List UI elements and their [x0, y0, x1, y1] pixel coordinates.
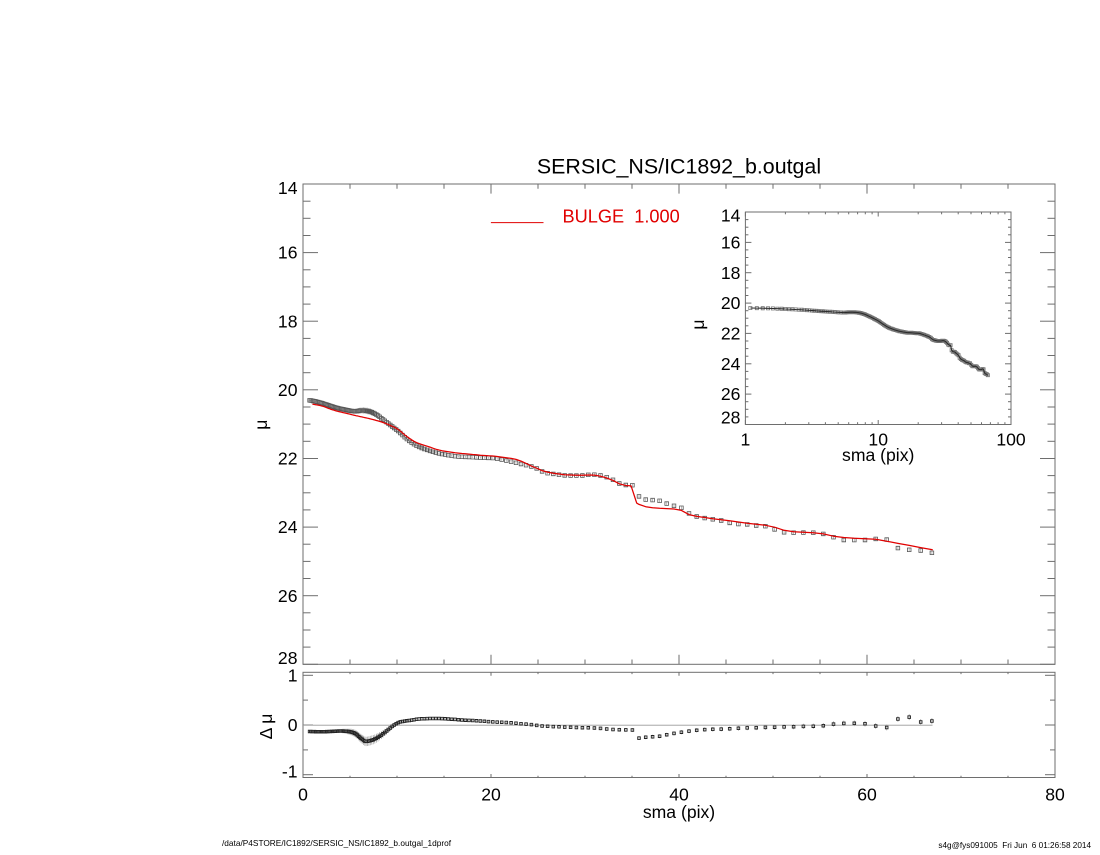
svg-text:24: 24	[278, 517, 298, 537]
svg-text:/data/P4STORE/IC1892/SERSIC_NS: /data/P4STORE/IC1892/SERSIC_NS/IC1892_b.…	[222, 838, 452, 848]
svg-text:28: 28	[278, 648, 298, 668]
svg-text:1: 1	[288, 666, 298, 686]
svg-text:BULGE 1.000: BULGE 1.000	[563, 206, 680, 226]
svg-text:18: 18	[721, 263, 741, 283]
svg-text:16: 16	[721, 233, 741, 253]
svg-text:14: 14	[721, 206, 741, 226]
svg-text:60: 60	[857, 784, 877, 804]
svg-text:28: 28	[721, 408, 741, 428]
svg-text:0: 0	[298, 784, 308, 804]
svg-text:μ: μ	[251, 420, 271, 430]
svg-text:16: 16	[278, 243, 298, 263]
svg-text:26: 26	[721, 384, 741, 404]
svg-text:20: 20	[481, 784, 501, 804]
svg-text:24: 24	[721, 354, 741, 374]
svg-text:1: 1	[741, 429, 751, 449]
svg-text:100: 100	[996, 429, 1026, 449]
svg-text:μ: μ	[688, 319, 708, 329]
svg-text:Δ μ: Δ μ	[256, 714, 276, 740]
svg-text:s4g@fys091005 Fri Jun 6 01:2: s4g@fys091005 Fri Jun 6 01:26:58 2014	[938, 841, 1091, 850]
svg-text:sma (pix): sma (pix)	[643, 802, 715, 822]
svg-text:40: 40	[669, 784, 689, 804]
svg-text:SERSIC_NS/IC1892_b.outgal: SERSIC_NS/IC1892_b.outgal	[537, 155, 821, 179]
svg-text:18: 18	[278, 311, 298, 331]
svg-text:sma (pix): sma (pix)	[842, 445, 914, 465]
svg-text:0: 0	[288, 715, 298, 735]
svg-text:22: 22	[721, 324, 741, 344]
svg-text:22: 22	[278, 449, 298, 469]
svg-text:-1: -1	[282, 761, 298, 781]
svg-text:80: 80	[1045, 784, 1065, 804]
svg-text:20: 20	[278, 380, 298, 400]
svg-text:10: 10	[868, 429, 888, 449]
svg-text:14: 14	[278, 178, 298, 198]
svg-text:26: 26	[278, 586, 298, 606]
svg-text:20: 20	[721, 293, 741, 313]
